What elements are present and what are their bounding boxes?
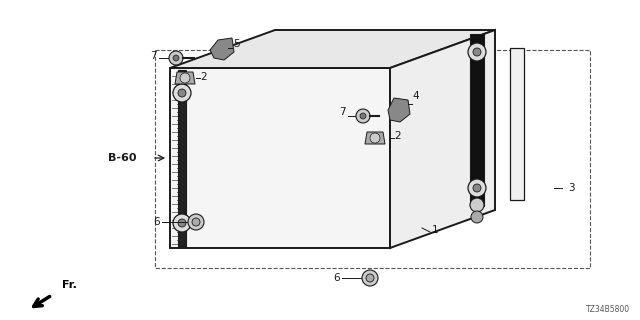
Circle shape xyxy=(178,89,186,97)
Polygon shape xyxy=(470,34,484,206)
Text: 3: 3 xyxy=(568,183,575,193)
Circle shape xyxy=(178,219,186,227)
Text: 5: 5 xyxy=(233,39,239,49)
Text: TZ34B5800: TZ34B5800 xyxy=(586,305,630,314)
Circle shape xyxy=(169,51,183,65)
Circle shape xyxy=(173,55,179,61)
Polygon shape xyxy=(210,38,234,60)
Text: 2: 2 xyxy=(200,72,207,82)
Circle shape xyxy=(468,43,486,61)
Polygon shape xyxy=(175,72,195,84)
Polygon shape xyxy=(365,132,385,144)
Circle shape xyxy=(356,109,370,123)
Polygon shape xyxy=(170,30,495,68)
Circle shape xyxy=(370,133,380,143)
Polygon shape xyxy=(388,98,410,122)
Text: B-60: B-60 xyxy=(108,153,136,163)
Text: 4: 4 xyxy=(412,91,419,101)
Text: 6: 6 xyxy=(154,217,160,227)
Circle shape xyxy=(468,179,486,197)
Text: 6: 6 xyxy=(333,273,340,283)
Polygon shape xyxy=(178,70,186,246)
Polygon shape xyxy=(390,30,495,248)
Circle shape xyxy=(180,73,190,83)
Circle shape xyxy=(362,270,378,286)
Text: Fr.: Fr. xyxy=(62,280,77,290)
Text: 1: 1 xyxy=(432,225,438,235)
Circle shape xyxy=(366,274,374,282)
Circle shape xyxy=(188,214,204,230)
Circle shape xyxy=(173,214,191,232)
Circle shape xyxy=(173,84,191,102)
Polygon shape xyxy=(510,48,524,200)
Text: 2: 2 xyxy=(394,131,401,141)
Circle shape xyxy=(473,184,481,192)
Text: 7: 7 xyxy=(150,51,157,61)
Text: 7: 7 xyxy=(339,107,346,117)
Circle shape xyxy=(360,113,366,119)
Circle shape xyxy=(192,218,200,226)
Circle shape xyxy=(470,198,484,212)
Circle shape xyxy=(473,48,481,56)
Circle shape xyxy=(471,211,483,223)
Polygon shape xyxy=(170,68,390,248)
